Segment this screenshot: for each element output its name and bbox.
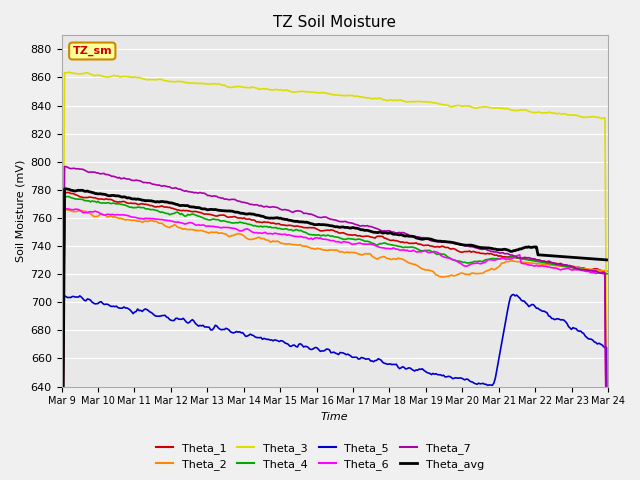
- Theta_avg: [575, 255, 583, 261]
- Theta_4: [126, 204, 134, 210]
- Text: TZ_sm: TZ_sm: [72, 46, 112, 56]
- Theta_5: [60, 291, 67, 297]
- Theta_7: [241, 199, 248, 205]
- Theta_7: [575, 266, 583, 272]
- Theta_2: [604, 268, 612, 274]
- Line: Theta_3: Theta_3: [61, 72, 608, 480]
- Line: Theta_7: Theta_7: [61, 167, 608, 480]
- Theta_2: [222, 231, 230, 237]
- Title: TZ Soil Moisture: TZ Soil Moisture: [273, 15, 396, 30]
- Theta_6: [298, 234, 306, 240]
- Theta_2: [61, 206, 68, 212]
- Theta_7: [298, 209, 306, 215]
- Line: Theta_5: Theta_5: [61, 294, 608, 480]
- Theta_4: [298, 228, 306, 234]
- Theta_avg: [250, 211, 257, 217]
- Theta_3: [241, 84, 248, 90]
- Theta_5: [298, 342, 306, 348]
- Theta_2: [250, 236, 257, 242]
- Theta_6: [126, 214, 134, 219]
- Theta_6: [222, 225, 230, 230]
- Theta_4: [575, 266, 583, 272]
- Theta_1: [575, 264, 583, 270]
- Theta_2: [575, 265, 583, 271]
- Theta_4: [250, 223, 257, 229]
- Theta_5: [575, 328, 583, 334]
- Legend: Theta_1, Theta_2, Theta_3, Theta_4, Theta_5, Theta_6, Theta_7, Theta_avg: Theta_1, Theta_2, Theta_3, Theta_4, Thet…: [152, 438, 488, 474]
- X-axis label: Time: Time: [321, 412, 349, 422]
- Theta_avg: [222, 208, 230, 214]
- Theta_3: [250, 84, 257, 90]
- Theta_5: [250, 333, 257, 338]
- Theta_7: [126, 177, 134, 182]
- Theta_7: [250, 202, 257, 208]
- Theta_1: [126, 200, 134, 206]
- Y-axis label: Soil Moisture (mV): Soil Moisture (mV): [15, 160, 25, 262]
- Line: Theta_4: Theta_4: [61, 196, 608, 480]
- Theta_4: [222, 218, 230, 224]
- Theta_6: [575, 267, 583, 273]
- Theta_3: [65, 69, 73, 75]
- Line: Theta_avg: Theta_avg: [61, 189, 608, 480]
- Theta_5: [241, 332, 248, 337]
- Theta_4: [604, 271, 612, 277]
- Theta_3: [298, 88, 306, 94]
- Theta_7: [61, 164, 68, 169]
- Theta_4: [241, 220, 248, 226]
- Theta_2: [241, 233, 248, 239]
- Theta_1: [241, 215, 248, 221]
- Line: Theta_1: Theta_1: [61, 192, 608, 480]
- Theta_3: [575, 113, 583, 119]
- Line: Theta_2: Theta_2: [61, 209, 608, 480]
- Theta_1: [222, 213, 230, 219]
- Theta_5: [126, 307, 134, 313]
- Theta_3: [222, 83, 230, 89]
- Theta_1: [61, 190, 68, 195]
- Theta_3: [126, 74, 134, 80]
- Theta_1: [298, 224, 306, 230]
- Theta_6: [241, 227, 248, 232]
- Theta_7: [222, 196, 230, 202]
- Theta_avg: [241, 211, 248, 216]
- Theta_1: [250, 217, 257, 223]
- Theta_2: [126, 217, 134, 223]
- Theta_avg: [298, 219, 306, 225]
- Theta_6: [61, 205, 68, 211]
- Theta_2: [298, 243, 306, 249]
- Theta_6: [250, 229, 257, 235]
- Theta_4: [64, 193, 72, 199]
- Theta_avg: [126, 195, 134, 201]
- Line: Theta_6: Theta_6: [61, 208, 608, 480]
- Theta_5: [222, 325, 230, 331]
- Theta_avg: [604, 257, 612, 263]
- Theta_avg: [62, 186, 70, 192]
